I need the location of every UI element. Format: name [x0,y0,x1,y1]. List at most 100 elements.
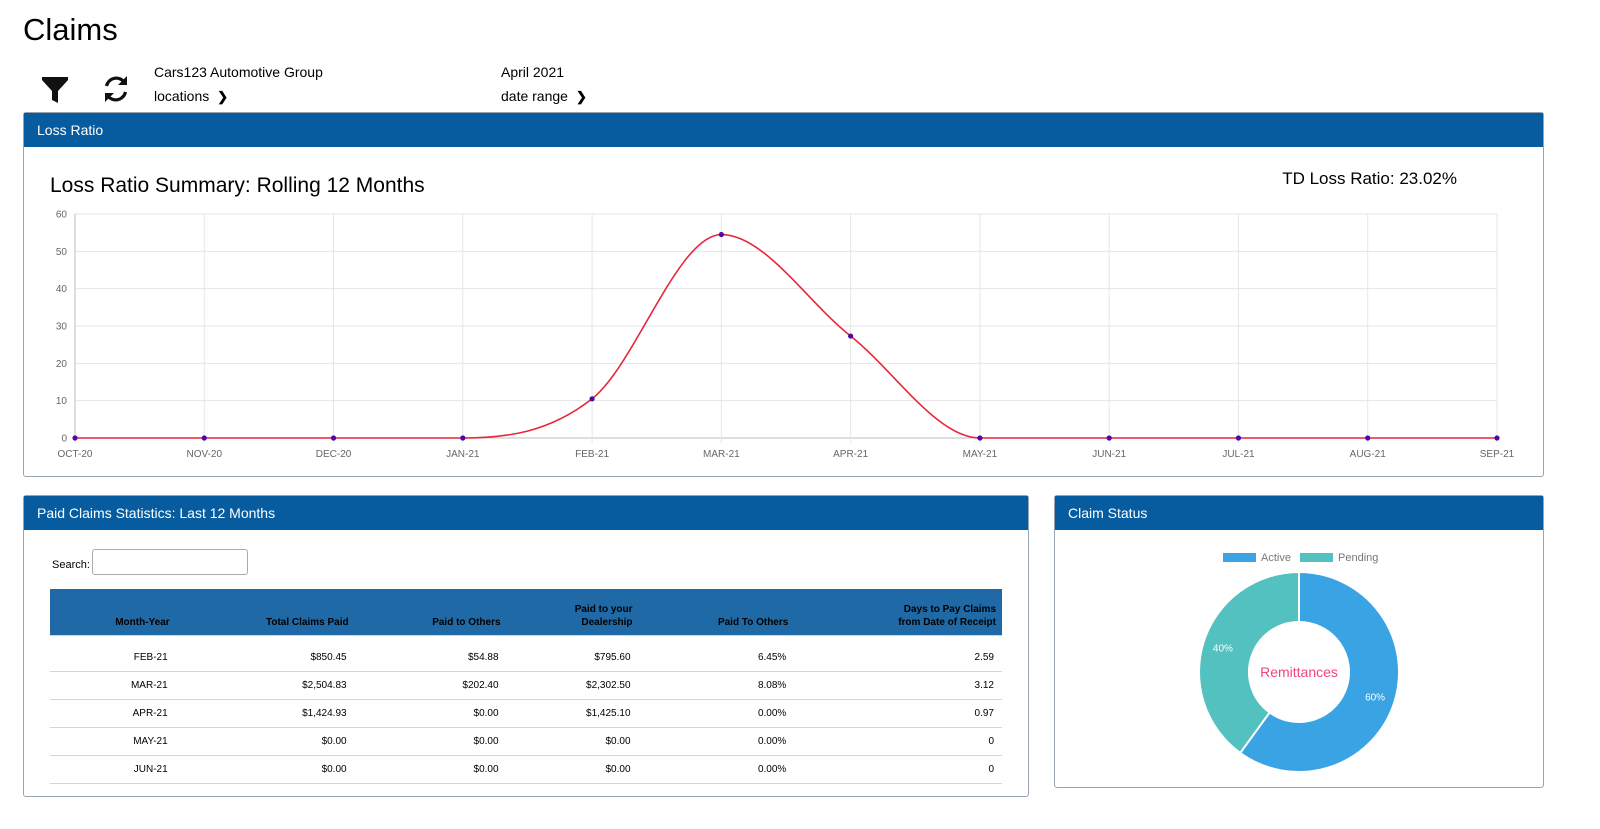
column-header[interactable]: Total Claims Paid [175,589,355,636]
data-point [977,435,983,441]
x-tick-label: SEP-21 [1480,449,1515,460]
table-cell: $0.00 [354,755,507,784]
x-tick-label: OCT-20 [57,449,92,460]
table-cell: MAR-21 [50,671,176,700]
column-header-label: Paid to Others [432,617,501,628]
y-tick-label: 50 [56,247,68,258]
paid-claims-panel: Paid Claims Statistics: Last 12 Months S… [23,495,1029,797]
table-row: FEB-21 $850.45 $54.88 $795.60 6.45% 2.59 [50,644,1002,672]
data-point [848,333,854,339]
legend-swatch [1223,553,1256,562]
data-point [1365,435,1371,441]
table-row: APR-21 $1,424.93 $0.00 $1,425.10 0.00% 0.97 [50,699,1002,728]
y-tick-label: 30 [56,322,68,333]
data-point [1494,435,1500,441]
table-header-row: Month-Year Total Claims Paid Paid to Other… [50,589,1002,636]
loss-ratio-summary-title: Loss Ratio Summary: Rolling 12 Months [50,174,425,197]
column-header-label: Dealership [581,617,633,628]
column-header[interactable]: Paid to Others [354,589,507,636]
table-cell: $2,504.83 [175,671,355,700]
filter-button[interactable] [40,74,70,106]
y-tick-label: 60 [56,210,68,221]
legend-label: Pending [1338,552,1378,564]
chevron-right-icon: ❯ [217,89,229,104]
column-header-label: Total Claims Paid [265,617,349,628]
doughnut-center-label: Remittances [1260,664,1338,680]
table-cell: MAY-21 [50,727,176,756]
table-cell: FEB-21 [50,644,176,672]
slice-value-label: 60% [1365,693,1385,704]
data-point [718,231,724,238]
paid-claims-panel-header: Paid Claims Statistics: Last 12 Months [24,496,1028,530]
table-cell: $1,424.93 [175,699,355,728]
table-cell: 8.08% [638,671,795,700]
x-tick-label: NOV-20 [186,449,222,460]
column-header-label: Month-Year [115,617,170,628]
data-point [201,435,207,441]
table-cell: 6.45% [638,644,795,672]
table-row: JUN-21 $0.00 $0.00 $0.00 0.00% 0 [50,755,1002,784]
x-tick-label: JUL-21 [1222,449,1255,460]
loss-ratio-body: 0 10 20 30 40 50 60 OCT-20 NOV-20 DEC-20 JAN-21 FEB… [24,147,1543,476]
y-tick-label: 20 [56,359,68,370]
table-cell: $850.45 [175,644,355,672]
table-row: MAY-21 $0.00 $0.00 $0.00 0.00% 0 [50,727,1002,756]
loss-ratio-line-chart: 0 10 20 30 40 50 60 OCT-20 NOV-20 DEC-20 JAN-21 FEB… [56,210,1515,461]
table-cell: $0.00 [354,727,507,756]
table-cell: $0.00 [354,699,507,728]
column-header[interactable]: Paid to your Dealership [506,589,639,636]
x-tick-label: JAN-21 [446,449,480,460]
table-row: MAR-21 $2,504.83 $202.40 $2,302.50 8.08% 3.12 [50,671,1002,700]
refresh-button[interactable] [100,73,132,105]
table-cell: $54.88 [354,644,507,672]
column-header-label: from Date of Receipt [898,617,996,628]
doughnut-slice [1198,570,1300,755]
y-tick-label: 0 [61,434,67,445]
x-tick-label: JUN-21 [1092,449,1126,460]
column-header-label: Paid to your [574,604,633,615]
date-value: April 2021 [501,64,565,80]
paid-claims-table: Month-Year Total Claims Paid Paid to Other… [50,589,1002,784]
table-cell: JUN-21 [50,755,176,784]
chevron-right-icon: ❯ [575,89,587,104]
x-tick-label: APR-21 [833,449,868,460]
table-cell: $0.00 [175,755,355,784]
search-input[interactable] [92,549,248,575]
claim-status-panel: Claim Status Active Pending 60% 40% Remittan… [1054,495,1544,788]
column-header-label: Paid To Others [717,617,789,628]
table-cell: $1,425.10 [506,699,639,728]
loss-ratio-panel: Loss Ratio 0 10 20 30 40 50 60 OCT-20 NOV-20 DEC-… [23,112,1544,477]
table-cell: 0.00% [638,727,795,756]
y-tick-label: 40 [56,284,68,295]
table-cell: $795.60 [506,644,639,672]
table-cell: APR-21 [50,699,176,728]
table-cell: 0.00% [638,699,795,728]
x-tick-label: MAR-21 [703,449,740,460]
table-cell: $0.00 [506,727,639,756]
column-header[interactable]: Paid To Others [638,589,795,636]
loss-ratio-line [74,233,1497,439]
table-cell: $2,302.50 [506,671,639,700]
locations-link[interactable]: locations ❯ [154,88,228,105]
x-tick-label: DEC-20 [316,449,352,460]
data-point [330,435,337,441]
data-point [460,435,466,441]
date-range-link-label: date range [501,88,568,104]
column-header[interactable]: Month-Year [50,589,176,636]
date-selector: April 2021 date range ❯ [501,64,587,105]
locations-link-label: locations [154,88,210,104]
slice-value-label: 40% [1213,643,1233,654]
loss-ratio-panel-header: Loss Ratio [24,113,1543,147]
location-selector: Cars123 Automotive Group locations ❯ [154,64,323,105]
legend-swatch [1300,553,1333,562]
table-cell: 0.00% [638,755,795,784]
table-cell: 3.12 [794,671,1002,700]
x-tick-label: FEB-21 [575,449,609,460]
date-range-link[interactable]: date range ❯ [501,88,587,105]
column-header[interactable]: Days to Pay Claims from Date of Receipt [794,589,1002,636]
y-tick-label: 10 [56,396,68,407]
table-spacer [50,635,1002,644]
refresh-icon [104,76,128,102]
table-cell: 0 [794,755,1002,784]
legend-label: Active [1261,552,1291,564]
